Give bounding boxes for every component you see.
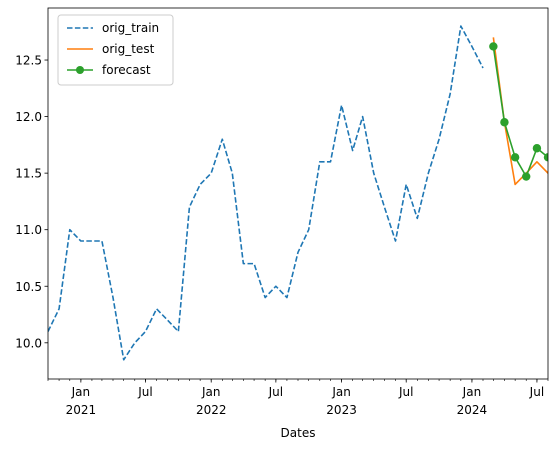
x-axis-label: Dates xyxy=(281,426,316,440)
series-layer xyxy=(48,25,548,361)
x-year-label: 2023 xyxy=(326,403,357,417)
x-year-label: 2022 xyxy=(196,403,227,417)
forecast-point xyxy=(489,42,498,51)
legend-marker-forecast xyxy=(76,66,84,74)
forecast-point xyxy=(500,118,509,127)
x-tick-label: Jul xyxy=(137,385,152,399)
y-tick-label: 10.0 xyxy=(15,336,42,350)
legend-label-orig-train: orig_train xyxy=(102,21,159,35)
x-tick-label: Jul xyxy=(268,385,283,399)
legend: orig_train orig_test forecast xyxy=(57,14,174,86)
series-line-orig-train xyxy=(48,25,484,361)
forecast-point xyxy=(522,172,531,181)
y-tick-label: 12.0 xyxy=(15,110,42,124)
x-tick-label: Jan xyxy=(331,385,351,399)
y-axis: 10.0 10.5 11.0 11.5 12.0 12.5 xyxy=(15,54,48,350)
x-year-label: 2024 xyxy=(457,403,488,417)
legend-label-forecast: forecast xyxy=(102,63,151,77)
x-tick-label: Jul xyxy=(398,385,413,399)
y-tick-label: 12.5 xyxy=(15,54,42,68)
forecast-point xyxy=(543,153,548,162)
forecast-point xyxy=(532,144,542,153)
y-tick-label: 11.0 xyxy=(15,223,42,237)
forecast-point xyxy=(510,153,520,162)
x-axis: Jan 2021 Jul Jan 2022 Jul Jan 2023 Jul Jan 2024 Jul xyxy=(47,379,549,417)
legend-box xyxy=(57,14,174,86)
x-tick-label: Jan xyxy=(462,385,482,399)
legend-label-orig-test: orig_test xyxy=(102,42,155,56)
x-tick-label: Jan xyxy=(201,385,221,399)
x-year-label: 2021 xyxy=(66,403,97,417)
y-tick-label: 10.5 xyxy=(15,280,42,294)
x-tick-label: Jul xyxy=(529,385,544,399)
x-tick-label: Jan xyxy=(71,385,91,399)
y-tick-label: 11.5 xyxy=(15,167,42,181)
